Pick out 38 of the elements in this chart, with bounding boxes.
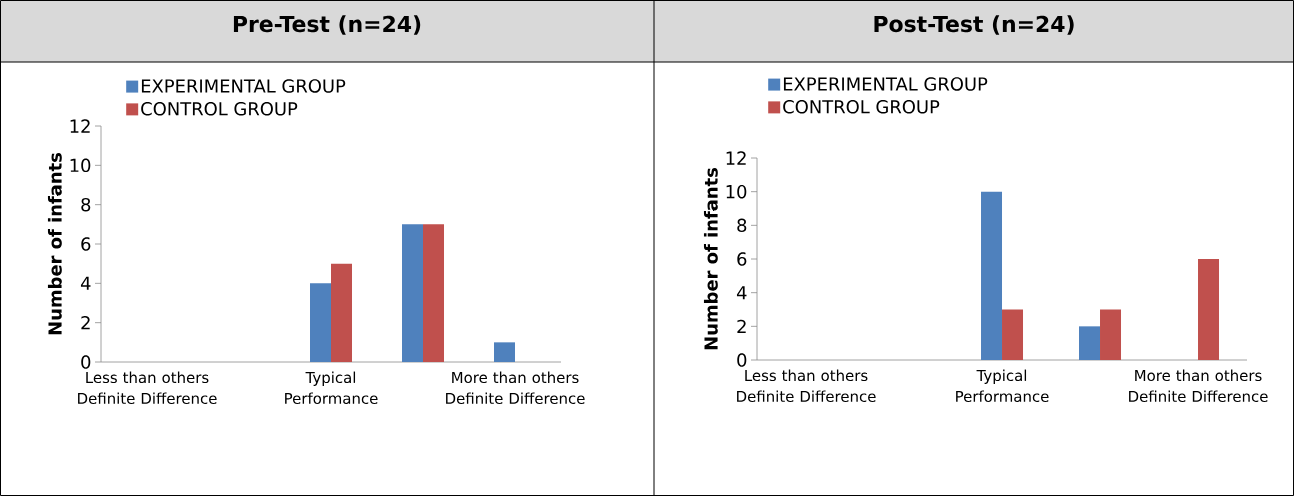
bar	[1100, 309, 1122, 360]
y-tick-label: 4	[736, 286, 747, 300]
x-tick-label: More than others Definite Difference	[1129, 369, 1268, 403]
bar	[310, 283, 331, 362]
legend-label: CONTROL GROUP	[783, 99, 940, 114]
y-tick-label: 10	[726, 184, 747, 199]
y-tick-label: 0	[81, 355, 91, 369]
y-tick-label: 12	[70, 119, 90, 133]
y-tick-label: 12	[726, 151, 746, 165]
y-tick-label: 8	[737, 218, 747, 233]
bar	[1198, 259, 1220, 360]
y-tick-label: 0	[737, 353, 747, 367]
y-tick-label: 6	[81, 237, 91, 251]
bar	[494, 342, 515, 362]
chart-title: Pre-Test (n=24)	[233, 15, 421, 35]
y-tick-label: 8	[81, 197, 91, 212]
x-tick-label: Less than others Definite Difference	[78, 371, 217, 405]
x-tick-label: Typical Performance	[956, 369, 1049, 403]
y-tick-label: 2	[737, 319, 746, 333]
y-tick-label: 10	[70, 158, 91, 173]
x-tick-label: Less than others Definite Difference	[737, 369, 876, 403]
x-tick-label: More than others Definite Difference	[446, 371, 585, 405]
y-tick-label: 6	[737, 252, 747, 266]
legend-label: EXPERIMENTAL GROUP	[141, 79, 346, 93]
bar	[1002, 309, 1024, 360]
y-axis-title: Number of infants	[47, 152, 62, 335]
y-axis-title: Number of infants	[703, 167, 718, 350]
x-tick-label: Typical Performance	[285, 371, 378, 405]
legend-label: CONTROL GROUP	[141, 101, 298, 116]
bar	[331, 263, 352, 362]
legend-label: EXPERIMENTAL GROUP	[783, 77, 988, 91]
bar	[981, 191, 1003, 360]
y-tick-label: 4	[80, 276, 91, 290]
bar	[402, 224, 423, 362]
bar	[423, 224, 444, 362]
bar	[1079, 326, 1101, 360]
y-tick-label: 2	[81, 316, 90, 330]
chart-title: Post-Test (n=24)	[874, 15, 1074, 35]
